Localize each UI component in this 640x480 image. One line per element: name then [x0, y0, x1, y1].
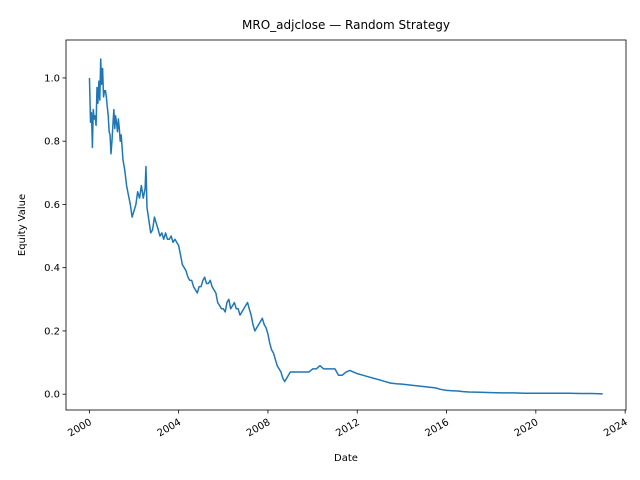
y-tick-label: 1.0: [44, 73, 60, 84]
axes-frame: [65, 39, 627, 411]
y-tick-label: 0.4: [44, 263, 60, 274]
equity-series-line: [88, 58, 603, 395]
plot-area: [65, 39, 627, 411]
chart-title: MRO_adjclose — Random Strategy: [242, 18, 450, 32]
y-tick-label: 0.6: [44, 200, 60, 211]
y-axis: 0.0 0.2 0.4 0.6 0.8 1.0: [44, 73, 66, 401]
y-tick-label: 0.2: [44, 326, 60, 337]
y-tick-label: 0.0: [44, 390, 60, 401]
y-axis-label: Equity Value: [17, 194, 28, 256]
y-tick-label: 0.8: [44, 137, 60, 148]
axes-background: [66, 40, 626, 410]
x-axis-label: Date: [334, 453, 358, 464]
